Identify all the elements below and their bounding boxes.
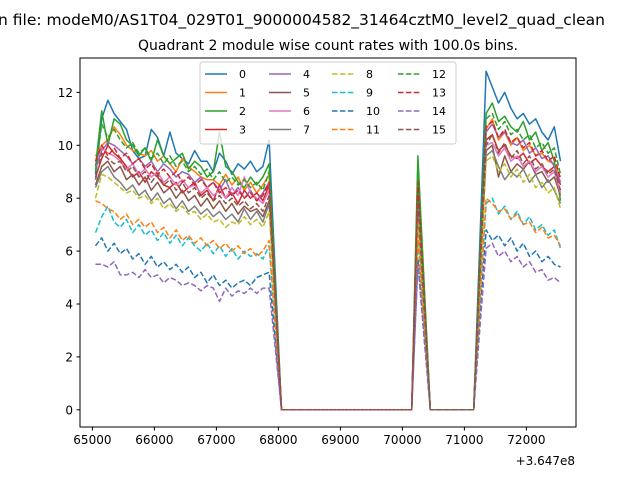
legend-label-1: 1: [239, 87, 246, 100]
x-tick-label: 68000: [259, 433, 297, 447]
y-tick-label: 12: [58, 86, 73, 100]
legend-label-0: 0: [239, 68, 246, 81]
x-axis: 65000 66000 67000 68000 69000 70000 71000 72000: [73, 427, 545, 447]
chart-title: Quadrant 2 module wise count rates with …: [138, 38, 518, 54]
legend-label-2: 2: [239, 105, 246, 118]
x-offset-label: +3.647e8: [516, 454, 575, 468]
legend-label-8: 8: [366, 68, 373, 81]
legend-label-4: 4: [303, 68, 310, 81]
legend-label-10: 10: [366, 105, 380, 118]
series-line-15: [94, 133, 562, 411]
series-line-11: [95, 197, 562, 411]
legend-label-15: 15: [432, 124, 446, 137]
legend-label-6: 6: [303, 105, 310, 118]
y-tick-label: 0: [65, 403, 73, 417]
figure-suptitle: n file: modeM0/AS1T04_029T01_9000004582_…: [0, 11, 605, 30]
legend-label-13: 13: [432, 87, 446, 100]
y-tick-label: 6: [65, 245, 73, 259]
legend-label-7: 7: [303, 124, 310, 137]
x-tick-label: 71000: [445, 433, 483, 447]
series-line-13: [94, 120, 562, 411]
legend-label-12: 12: [432, 68, 446, 81]
x-tick-label: 67000: [197, 433, 235, 447]
x-tick-label: 66000: [135, 433, 173, 447]
x-tick-label: 72000: [507, 433, 545, 447]
series-layer: [94, 70, 562, 411]
legend-label-14: 14: [432, 105, 446, 118]
plot-frame: [79, 57, 577, 428]
y-tick-label: 2: [65, 350, 73, 364]
x-tick-label: 65000: [73, 433, 111, 447]
y-tick-label: 4: [65, 298, 73, 312]
y-axis: 0 2 4 6 8 10 12: [58, 86, 80, 417]
y-tick-label: 8: [65, 192, 73, 206]
legend-label-5: 5: [303, 87, 310, 100]
legend-label-3: 3: [239, 124, 246, 137]
legend-label-9: 9: [366, 87, 373, 100]
x-tick-label: 69000: [321, 433, 359, 447]
legend-label-11: 11: [366, 124, 380, 137]
series-line-9: [94, 197, 562, 411]
legend-box: [199, 61, 457, 145]
y-tick-label: 10: [58, 139, 73, 153]
x-tick-label: 70000: [383, 433, 421, 447]
